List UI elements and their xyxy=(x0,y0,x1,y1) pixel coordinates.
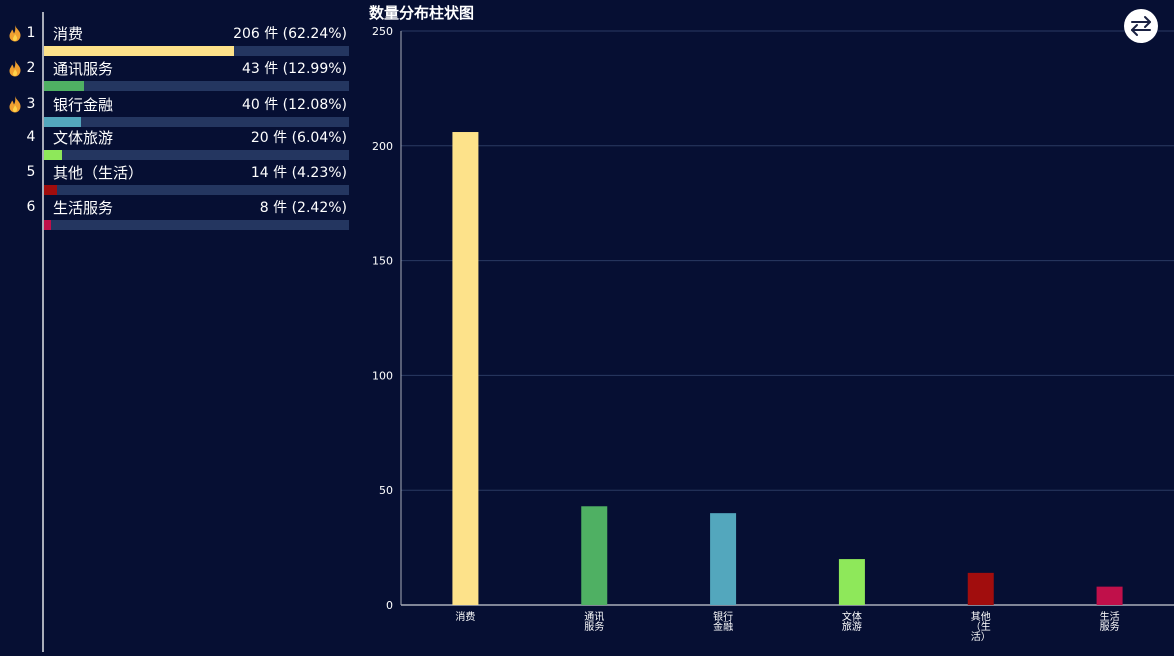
rank-label: 其他（生活） xyxy=(53,164,144,182)
bar xyxy=(581,506,608,605)
y-tick-label: 200 xyxy=(372,140,393,153)
rank-label: 银行金融 xyxy=(53,96,114,114)
rank-value: 20 件 (6.04%) xyxy=(250,130,347,146)
x-tick-label: 通讯 xyxy=(584,611,604,623)
rank-progress-track xyxy=(44,117,349,127)
bar xyxy=(710,513,737,605)
rank-progress-fill xyxy=(44,117,81,127)
rank-value: 14 件 (4.23%) xyxy=(250,165,347,181)
y-tick-label: 250 xyxy=(372,25,393,38)
flame-icon xyxy=(8,95,22,113)
bar xyxy=(967,572,994,605)
rank-number: 2 xyxy=(26,60,36,76)
rank-label: 通讯服务 xyxy=(53,60,114,78)
ranking-row: 3 银行金融 40 件 (12.08%) xyxy=(0,87,360,127)
x-tick-label: 其他 xyxy=(971,610,991,623)
rank-progress-track xyxy=(44,150,349,160)
rank-value: 206 件 (62.24%) xyxy=(233,26,347,42)
rank-progress-fill xyxy=(44,150,63,160)
x-tick-label: 服务 xyxy=(584,620,604,633)
rank-number: 1 xyxy=(26,25,36,41)
ranking-row: 6 生活服务 8 件 (2.42%) xyxy=(0,190,360,230)
x-tick-label: 银行 xyxy=(713,610,733,623)
x-tick-label: 生活 xyxy=(1100,610,1120,623)
ranking-row: 4 文体旅游 20 件 (6.04%) xyxy=(0,120,360,160)
rank-progress-track xyxy=(44,46,349,56)
x-tick-label: 服务 xyxy=(1100,620,1120,633)
ranking-axis-line xyxy=(42,12,44,652)
rank-number: 6 xyxy=(26,199,36,215)
rank-label: 文体旅游 xyxy=(53,129,114,147)
rank-value: 43 件 (12.99%) xyxy=(241,61,347,77)
rank-label: 消费 xyxy=(53,25,84,43)
y-tick-label: 0 xyxy=(386,599,393,612)
rank-progress-fill xyxy=(44,46,234,56)
chart-title: 数量分布柱状图 xyxy=(369,4,475,22)
rank-label: 生活服务 xyxy=(53,199,114,217)
rank-number: 5 xyxy=(26,164,36,180)
x-tick-label: 文体 xyxy=(842,610,862,623)
ranking-row: 5 其他（生活） 14 件 (4.23%) xyxy=(0,155,360,195)
rank-progress-track xyxy=(44,81,349,91)
x-tick-label: 金融 xyxy=(713,620,733,633)
x-tick-label: 活） xyxy=(971,631,991,643)
x-tick-label: 旅游 xyxy=(842,620,862,633)
bar xyxy=(1096,586,1123,605)
rank-progress-fill xyxy=(44,220,52,230)
swap-arrows-icon xyxy=(1131,16,1151,36)
ranking-row: 2 通讯服务 43 件 (12.99%) xyxy=(0,51,360,91)
rank-progress-fill xyxy=(44,81,84,91)
ranking-panel: 1 消费 206 件 (62.24%) 2 通讯服务 43 件 (12.99%) 3 银行金融… xyxy=(0,12,360,652)
chart-switch-button[interactable] xyxy=(1124,9,1158,43)
rank-number: 4 xyxy=(26,129,36,145)
rank-value: 8 件 (2.42%) xyxy=(259,200,347,216)
bar xyxy=(838,559,865,605)
rank-progress-track xyxy=(44,220,349,230)
x-tick-label: （生 xyxy=(971,620,991,633)
flame-icon xyxy=(8,59,22,77)
rank-number: 3 xyxy=(26,96,36,112)
ranking-row: 1 消费 206 件 (62.24%) xyxy=(0,16,360,56)
y-tick-label: 50 xyxy=(379,484,393,497)
rank-progress-track xyxy=(44,185,349,195)
flame-icon xyxy=(8,24,22,42)
x-tick-label: 消费 xyxy=(455,610,475,623)
y-tick-label: 150 xyxy=(372,255,393,268)
rank-progress-fill xyxy=(44,185,57,195)
y-tick-label: 100 xyxy=(372,369,393,382)
rank-value: 40 件 (12.08%) xyxy=(241,97,347,113)
bar xyxy=(452,132,479,606)
